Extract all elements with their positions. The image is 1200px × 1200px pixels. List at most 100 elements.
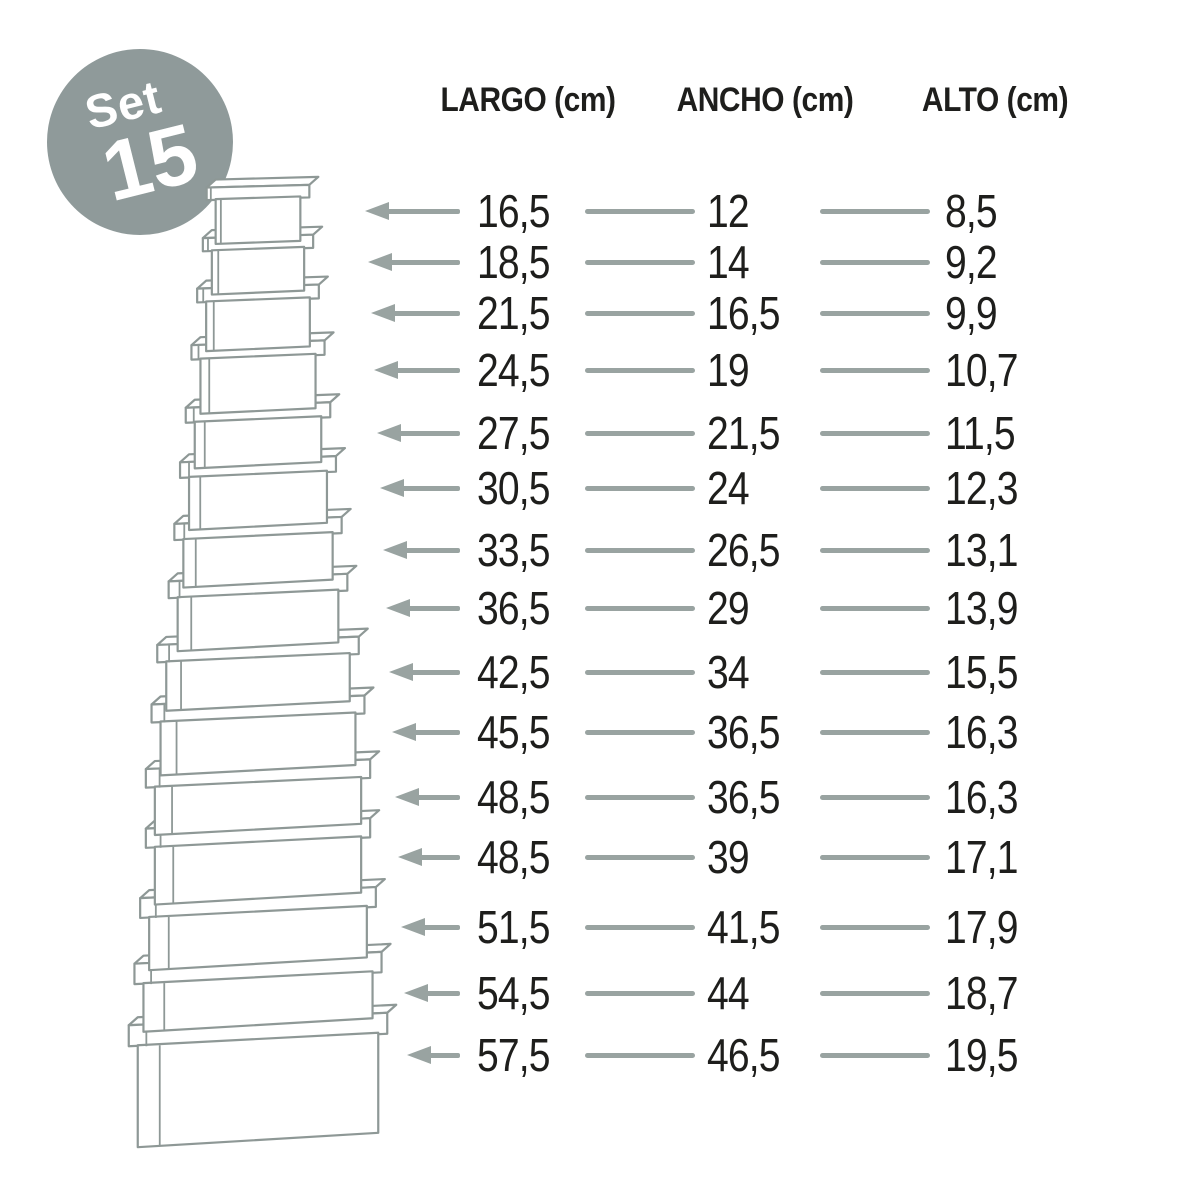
dimension-row: 18,5 14 9,2 [360, 232, 1100, 292]
connector-line [820, 431, 930, 436]
largo-value: 48,5 [477, 771, 551, 823]
left-arrow-icon [360, 963, 470, 1023]
arrowhead [407, 1046, 431, 1064]
left-arrow-icon [360, 578, 470, 638]
connector-line [820, 368, 930, 373]
connector-line [585, 486, 695, 491]
dimension-row: 24,5 19 10,7 [360, 340, 1100, 400]
arrow-shaft [418, 854, 460, 860]
arrow-shaft [397, 430, 460, 436]
arrowhead [395, 788, 419, 806]
connector-line [585, 855, 695, 860]
column-header-ancho: ANCHO (cm) [676, 81, 854, 119]
alto-value: 16,3 [945, 771, 1019, 823]
largo-value: 33,5 [477, 524, 551, 576]
arrowhead [377, 424, 401, 442]
largo-value: 51,5 [477, 901, 551, 953]
arrow-shaft [427, 1052, 460, 1058]
largo-value: 45,5 [477, 706, 551, 758]
largo-value: 36,5 [477, 582, 551, 634]
arrowhead [398, 848, 422, 866]
dimension-row: 48,5 39 17,1 [360, 827, 1100, 887]
column-header-alto: ALTO (cm) [921, 81, 1069, 119]
arrowhead [401, 918, 425, 936]
alto-value: 9,2 [945, 236, 998, 288]
left-arrow-icon [360, 897, 470, 957]
alto-value: 18,7 [945, 967, 1019, 1019]
connector-line [585, 925, 695, 930]
connector-line [820, 991, 930, 996]
dimension-row: 45,5 36,5 16,3 [360, 702, 1100, 762]
ancho-value: 16,5 [707, 287, 781, 339]
ancho-value: 26,5 [707, 524, 781, 576]
arrowhead [380, 479, 404, 497]
left-arrow-icon [360, 1025, 470, 1085]
connector-line [585, 730, 695, 735]
arrow-shaft [421, 924, 460, 930]
left-arrow-icon [360, 403, 470, 463]
dimension-row: 51,5 41,5 17,9 [360, 897, 1100, 957]
ancho-value: 36,5 [707, 771, 781, 823]
ancho-value: 44 [707, 967, 750, 1019]
connector-line [820, 670, 930, 675]
ancho-value: 29 [707, 582, 750, 634]
connector-line [585, 670, 695, 675]
connector-line [820, 925, 930, 930]
connector-line [585, 368, 695, 373]
connector-line [820, 260, 930, 265]
arrowhead [371, 304, 395, 322]
connector-line [585, 260, 695, 265]
column-header-largo: LARGO (cm) [440, 81, 616, 119]
connector-line [820, 855, 930, 860]
largo-value: 30,5 [477, 462, 551, 514]
arrow-shaft [412, 729, 460, 735]
arrow-shaft [415, 794, 460, 800]
alto-value: 19,5 [945, 1029, 1019, 1081]
largo-value: 27,5 [477, 407, 551, 459]
ancho-value: 34 [707, 646, 750, 698]
left-arrow-icon [360, 767, 470, 827]
connector-line [820, 1053, 930, 1058]
connector-line [820, 209, 930, 214]
alto-value: 17,9 [945, 901, 1019, 953]
largo-value: 54,5 [477, 967, 551, 1019]
alto-value: 11,5 [945, 407, 1016, 459]
connector-line [585, 795, 695, 800]
dimension-row: 21,5 16,5 9,9 [360, 283, 1100, 343]
alto-value: 9,9 [945, 287, 998, 339]
left-arrow-icon [360, 340, 470, 400]
ancho-value: 39 [707, 831, 750, 883]
largo-value: 21,5 [477, 287, 551, 339]
dimension-row: 33,5 26,5 13,1 [360, 520, 1100, 580]
alto-value: 8,5 [945, 185, 998, 237]
dimension-row: 16,5 12 8,5 [360, 181, 1100, 241]
left-arrow-icon [360, 702, 470, 762]
connector-line [585, 209, 695, 214]
dimension-row: 30,5 24 12,3 [360, 458, 1100, 518]
largo-value: 48,5 [477, 831, 551, 883]
connector-line [585, 991, 695, 996]
largo-value: 24,5 [477, 344, 551, 396]
alto-value: 15,5 [945, 646, 1019, 698]
arrow-shaft [424, 990, 460, 996]
left-arrow-icon [360, 283, 470, 343]
set-badge: Set 15 [47, 49, 233, 235]
left-arrow-icon [360, 458, 470, 518]
arrow-shaft [394, 367, 460, 373]
largo-value: 57,5 [477, 1029, 551, 1081]
connector-line [585, 606, 695, 611]
arrowhead [392, 723, 416, 741]
connector-line [585, 431, 695, 436]
left-arrow-icon [360, 232, 470, 292]
arrowhead [368, 253, 392, 271]
alto-value: 12,3 [945, 462, 1019, 514]
alto-value: 10,7 [945, 344, 1019, 396]
ancho-value: 19 [707, 344, 750, 396]
ancho-value: 21,5 [707, 407, 781, 459]
dimension-row: 48,5 36,5 16,3 [360, 767, 1100, 827]
connector-line [820, 486, 930, 491]
ancho-value: 24 [707, 462, 750, 514]
box-illustration [205, 175, 320, 246]
arrow-shaft [403, 547, 460, 553]
